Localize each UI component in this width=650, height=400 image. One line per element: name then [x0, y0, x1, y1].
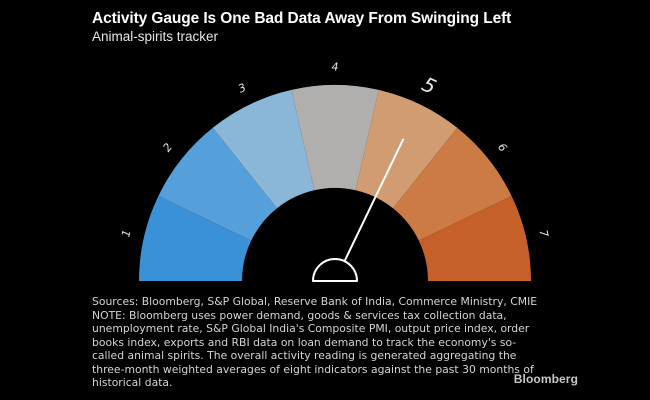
note-line: unemployment rate, S&P Global India's Co… [92, 322, 530, 335]
note-line: called animal spirits. The overall activ… [92, 349, 517, 362]
gauge-scale-label-3: 3 [236, 81, 248, 96]
gauge-segment-7 [418, 196, 531, 281]
bloomberg-logo: Bloomberg [513, 372, 578, 386]
chart-subtitle: Animal-spirits tracker [92, 29, 219, 44]
note-line: historical data. [92, 376, 173, 389]
note-line: Sources: Bloomberg, S&P Global, Reserve … [92, 295, 538, 308]
gauge-scale-label-4: 4 [332, 61, 339, 74]
chart-title: Activity Gauge Is One Bad Data Away From… [92, 10, 512, 27]
gauge-needle [343, 138, 405, 264]
gauge-segment-1 [139, 196, 252, 281]
gauge-segment-4 [291, 84, 379, 191]
note-line: NOTE: Bloomberg uses power demand, goods… [92, 308, 507, 322]
gauge-scale-label-6: 6 [495, 141, 510, 155]
gauge-segment-2 [158, 127, 277, 241]
gauge-segment-3 [212, 89, 315, 209]
gauge-segment-6 [393, 127, 512, 241]
gauge-hub [312, 258, 358, 282]
chart-header: Activity Gauge Is One Bad Data Away From… [92, 9, 511, 45]
note-line: three-month weighted averages of eight i… [92, 362, 534, 376]
note-line: books index, exports and RBI data on loa… [92, 335, 517, 349]
source-note: Sources: Bloomberg, S&P Global, Reserve … [92, 295, 537, 390]
gauge-scale-label-5: 5 [418, 72, 440, 99]
gauge-scale-label-1: 1 [119, 229, 133, 239]
gauge-scale-label-2: 2 [160, 141, 175, 155]
gauge-scale-label-7: 7 [536, 229, 550, 239]
gauge-segment-5 [355, 89, 458, 209]
